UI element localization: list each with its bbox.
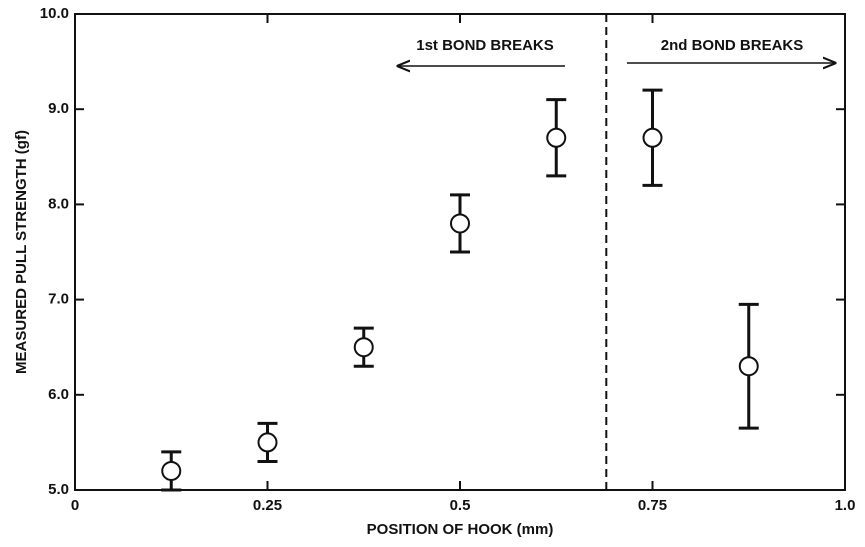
y-tick-label: 6.0 bbox=[48, 386, 69, 403]
y-tick-label: 8.0 bbox=[48, 195, 69, 212]
x-axis-label: POSITION OF HOOK (mm) bbox=[367, 521, 554, 538]
x-tick-label: 0.25 bbox=[253, 497, 282, 514]
x-tick-label: 0.5 bbox=[450, 497, 471, 514]
data-point bbox=[257, 432, 278, 453]
annotation: 1st BOND BREAKS bbox=[416, 37, 554, 54]
y-tick-label: 5.0 bbox=[48, 481, 69, 498]
x-tick-label: 0 bbox=[71, 497, 79, 514]
x-tick-label: 0.75 bbox=[638, 497, 667, 514]
annotation: 2nd BOND BREAKS bbox=[661, 37, 804, 54]
y-tick-label: 10.0 bbox=[40, 5, 69, 22]
data-point bbox=[546, 127, 567, 148]
data-point bbox=[161, 460, 182, 481]
data-point bbox=[738, 356, 759, 377]
data-point bbox=[353, 337, 374, 358]
y-axis-label: MEASURED PULL STRENGTH (gf) bbox=[13, 130, 30, 374]
y-tick-label: 9.0 bbox=[48, 100, 69, 117]
y-tick-label: 7.0 bbox=[48, 291, 69, 308]
x-tick-label: 1.0 bbox=[835, 497, 856, 514]
data-point bbox=[450, 213, 470, 234]
data-point bbox=[642, 127, 663, 148]
